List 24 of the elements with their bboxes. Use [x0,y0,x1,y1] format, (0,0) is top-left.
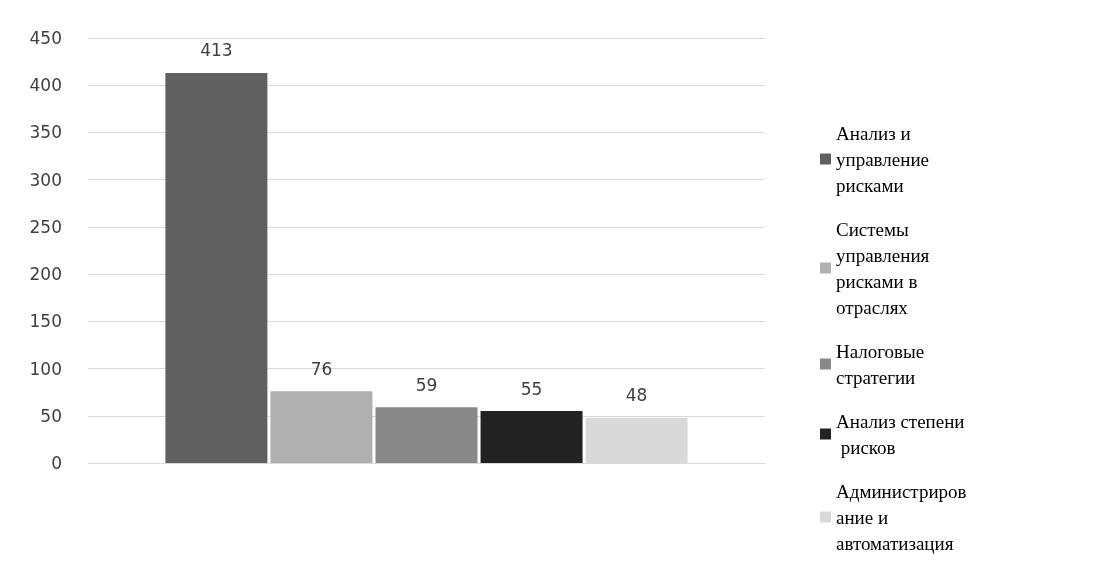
data-label: 48 [625,385,648,406]
legend-label: Администрирование и автоматизация [836,480,967,554]
data-label: 76 [310,358,333,379]
data-label: 413 [200,40,233,61]
legend-label: Налоговые стратегии [836,340,930,388]
y-tick-label: 150 [29,311,62,332]
legend-label: Анализ степени рисков [836,410,965,458]
bar [375,407,478,463]
bar [480,411,583,463]
y-tick-label: 0 [51,453,62,473]
y-tick-label: 100 [29,358,62,379]
data-label: 59 [415,374,438,395]
legend-label: Системы управления рисками в отраслях [836,218,935,318]
y-tick-label: 400 [29,75,62,96]
y-tick-label: 350 [29,122,62,143]
y-tick-label: 250 [29,216,62,237]
y-tick-label: 200 [29,264,62,285]
y-tick-label: 450 [29,28,62,48]
data-label: 55 [520,378,543,399]
bar [165,72,268,463]
legend-label: Анализ и управление рисками [836,122,934,196]
y-tick-label: 50 [40,405,62,426]
y-tick-label: 300 [29,169,62,190]
bar [270,391,373,463]
